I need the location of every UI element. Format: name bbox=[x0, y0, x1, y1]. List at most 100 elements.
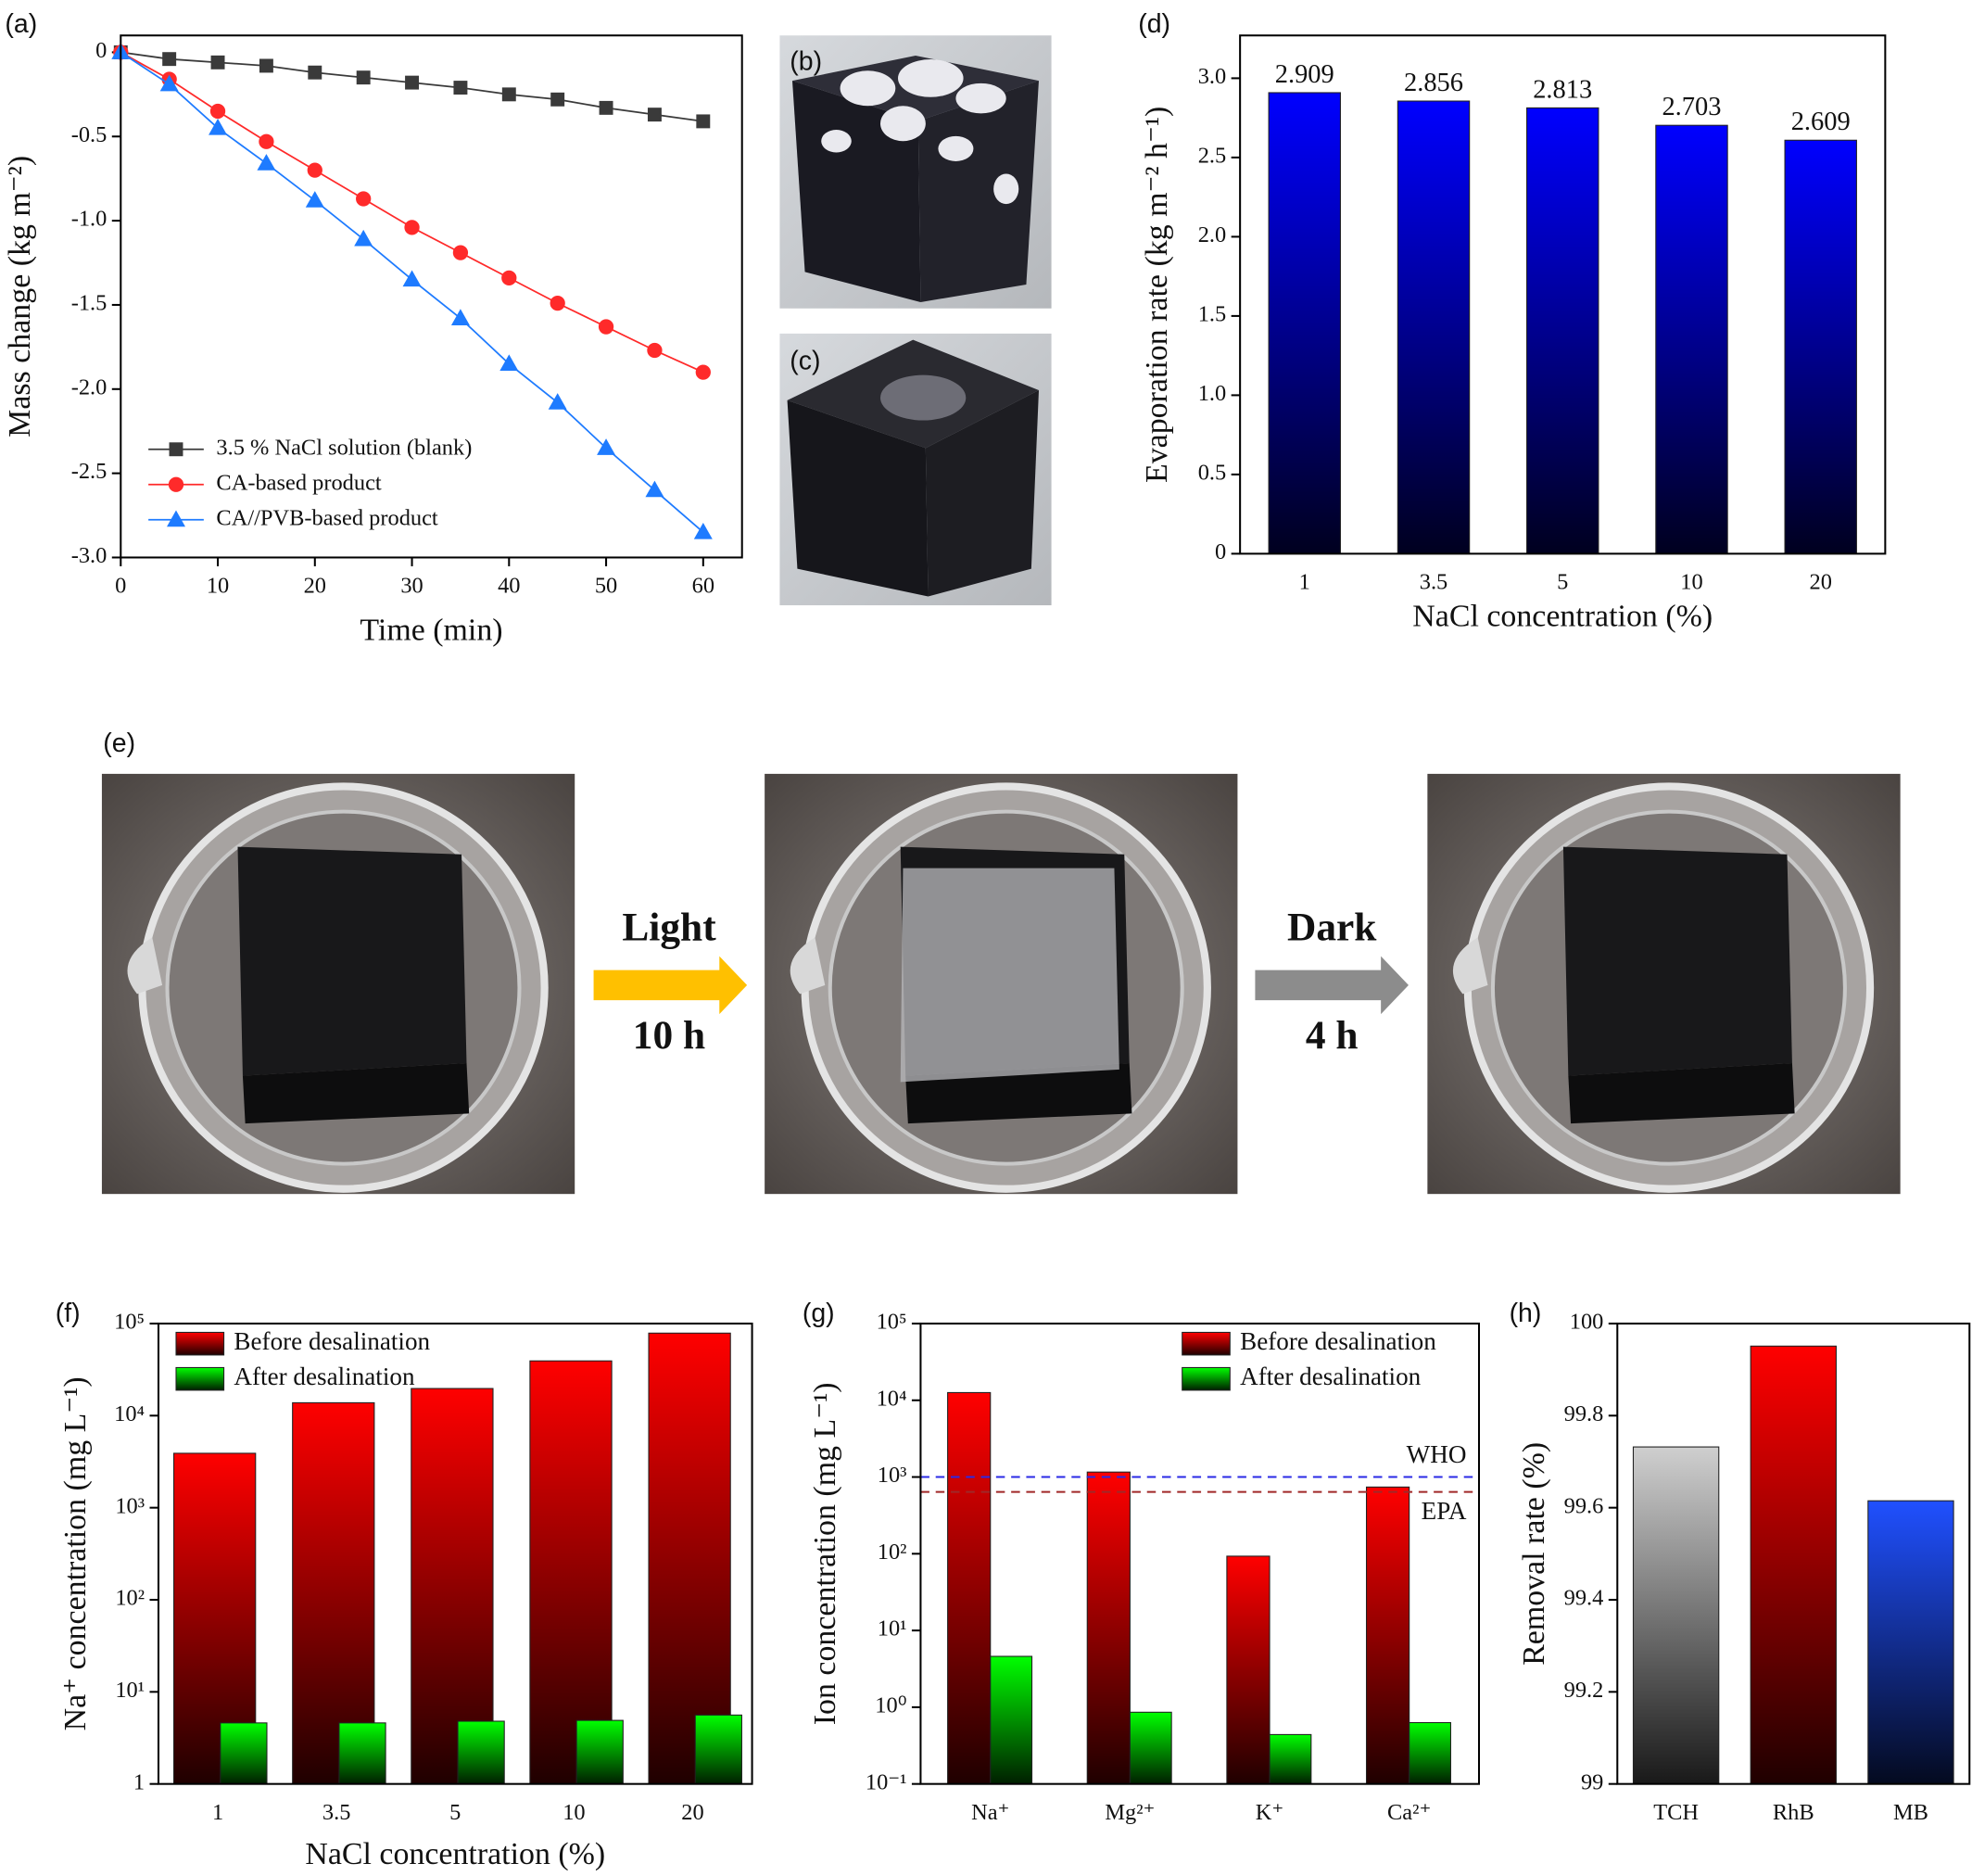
series-line bbox=[120, 51, 704, 533]
data-label: 2.909 bbox=[1275, 60, 1334, 89]
bar bbox=[1129, 1711, 1172, 1785]
bar bbox=[648, 1332, 731, 1785]
bar bbox=[457, 1720, 505, 1785]
marker bbox=[259, 58, 273, 73]
x-tick-label: RhB bbox=[1773, 1800, 1814, 1825]
x-tick-label: Mg²⁺ bbox=[1105, 1800, 1155, 1825]
marker bbox=[167, 510, 185, 527]
bar bbox=[529, 1360, 613, 1785]
marker bbox=[550, 92, 565, 107]
bar bbox=[1269, 1733, 1312, 1785]
y-axis-label: Removal rate (%) bbox=[1517, 1442, 1551, 1666]
bar bbox=[1750, 1345, 1837, 1785]
x-tick-label: 10 bbox=[1680, 570, 1702, 595]
bar bbox=[990, 1655, 1033, 1785]
marker bbox=[598, 319, 614, 335]
salt bbox=[880, 106, 926, 142]
bar bbox=[292, 1401, 375, 1785]
plot-frame bbox=[919, 1322, 1481, 1785]
data-label: 2.813 bbox=[1533, 75, 1592, 104]
marker bbox=[597, 438, 616, 455]
salt bbox=[898, 59, 964, 97]
y-tick-label: -3.0 bbox=[71, 543, 107, 568]
y-tick-label: 2.5 bbox=[1198, 144, 1227, 169]
y-tick-label: 99.4 bbox=[1564, 1586, 1604, 1611]
y-axis-label: Mass change (kg m⁻²) bbox=[3, 156, 37, 437]
bar bbox=[411, 1388, 494, 1785]
y-tick-label: 3.0 bbox=[1198, 64, 1227, 89]
marker bbox=[599, 100, 613, 115]
bar bbox=[575, 1719, 624, 1785]
bar bbox=[1409, 1721, 1452, 1785]
x-tick-label: 40 bbox=[498, 574, 520, 599]
marker bbox=[548, 393, 567, 410]
arrow bbox=[1255, 956, 1409, 1015]
salt bbox=[993, 173, 1019, 205]
y-tick-label: -0.5 bbox=[71, 122, 107, 147]
x-tick-label: 50 bbox=[595, 574, 617, 599]
marker bbox=[259, 133, 274, 149]
bar bbox=[338, 1722, 386, 1785]
marker bbox=[647, 108, 662, 122]
x-tick-label: 30 bbox=[400, 574, 423, 599]
marker bbox=[354, 229, 373, 247]
panel-label: (f) bbox=[56, 1299, 81, 1328]
bar bbox=[1784, 139, 1857, 554]
panel-label: (a) bbox=[5, 9, 37, 39]
marker bbox=[169, 442, 183, 457]
bar bbox=[947, 1391, 992, 1785]
y-tick-label: 10⁻¹ bbox=[866, 1769, 907, 1794]
marker bbox=[404, 220, 420, 235]
data-label: 2.703 bbox=[1662, 93, 1721, 121]
y-tick-label: 10² bbox=[115, 1586, 145, 1611]
bar bbox=[1526, 107, 1599, 554]
photo-before bbox=[102, 774, 575, 1194]
y-tick-label: -1.5 bbox=[71, 291, 107, 316]
marker bbox=[499, 354, 519, 371]
x-axis-label: Time (min) bbox=[360, 614, 502, 648]
y-tick-label: 10² bbox=[878, 1540, 907, 1565]
marker bbox=[210, 55, 225, 70]
marker bbox=[452, 245, 469, 260]
x-tick-label: 0 bbox=[115, 574, 126, 599]
y-tick-label: 10⁴ bbox=[114, 1401, 145, 1426]
y-tick-label: 10³ bbox=[115, 1493, 145, 1518]
y-tick-label: 99.8 bbox=[1564, 1401, 1604, 1426]
bar bbox=[1226, 1555, 1270, 1785]
salt bbox=[840, 70, 896, 107]
y-tick-label: -2.5 bbox=[71, 459, 107, 484]
plot-frame bbox=[1239, 34, 1887, 555]
y-tick-label: 10⁴ bbox=[877, 1386, 907, 1411]
legend-swatch bbox=[175, 1366, 225, 1391]
y-tick-label: 10⁵ bbox=[877, 1310, 907, 1335]
series-line bbox=[120, 51, 704, 374]
panel-label: (e) bbox=[103, 729, 135, 758]
legend-label: CA-based product bbox=[216, 470, 381, 495]
y-tick-label: 1.0 bbox=[1198, 381, 1227, 406]
x-tick-label: K⁺ bbox=[1256, 1800, 1284, 1825]
x-tick-label: 3.5 bbox=[1420, 570, 1448, 595]
bar bbox=[1632, 1446, 1720, 1785]
marker bbox=[209, 118, 228, 135]
y-tick-label: 10⁵ bbox=[114, 1310, 145, 1335]
salt-trace bbox=[880, 374, 967, 421]
legend-swatch bbox=[175, 1331, 225, 1356]
y-tick-label: 1.5 bbox=[1198, 302, 1227, 327]
marker bbox=[305, 191, 324, 208]
x-tick-label: MB bbox=[1893, 1800, 1928, 1825]
y-tick-label: -2.0 bbox=[71, 374, 107, 399]
data-label: 2.856 bbox=[1404, 69, 1463, 97]
marker bbox=[550, 295, 565, 311]
bar bbox=[694, 1714, 742, 1785]
legend-swatch bbox=[1182, 1366, 1231, 1391]
x-axis-label: NaCl concentration (%) bbox=[1412, 600, 1713, 634]
legend-label: After desalination bbox=[234, 1363, 415, 1390]
bar bbox=[1397, 100, 1471, 554]
panel-label: (d) bbox=[1138, 9, 1170, 39]
x-tick-label: TCH bbox=[1653, 1800, 1699, 1825]
cube-right bbox=[917, 81, 1039, 302]
photo-dark bbox=[1427, 774, 1900, 1194]
panel-label: (b) bbox=[790, 47, 822, 77]
bar bbox=[220, 1722, 268, 1785]
